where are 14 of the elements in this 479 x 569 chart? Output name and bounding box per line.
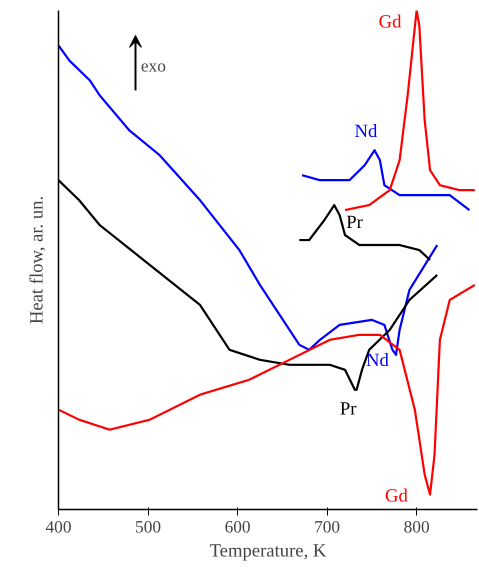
x-tick-label: 800 xyxy=(404,518,430,536)
series-label: Gd xyxy=(378,12,402,32)
series-label: Pr xyxy=(346,212,364,234)
series-label: Nd xyxy=(366,350,390,371)
y-axis-title: Heat flow, ar. un. xyxy=(26,196,48,324)
x-tick-label: 400 xyxy=(46,518,72,536)
x-tick-label: 500 xyxy=(135,518,162,536)
annotation: exo xyxy=(140,56,166,76)
x-tick-label: 700 xyxy=(314,518,340,536)
series-label: Nd xyxy=(354,121,378,142)
x-axis-title: Temperature, K xyxy=(210,540,327,562)
x-tick-label: 600 xyxy=(224,518,251,536)
series-label: Gd xyxy=(385,486,409,507)
series-label: Pr xyxy=(340,398,358,420)
